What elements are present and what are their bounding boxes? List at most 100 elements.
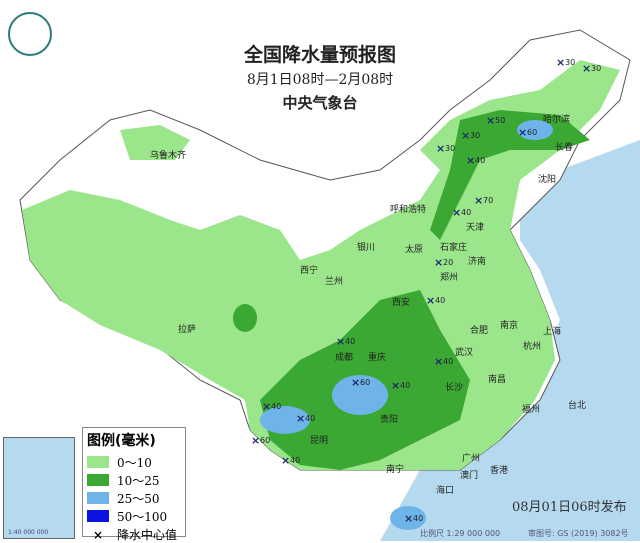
legend: 图例(毫米) 0～10 10～25 25～50 50～100 × 降水中心值 <box>82 427 186 542</box>
cross-icon: × <box>582 62 591 75</box>
city-label: 拉萨 <box>178 323 196 335</box>
cross-icon: × <box>281 454 290 467</box>
center-value: 30 <box>565 58 575 67</box>
precipitation-center: × 60 <box>518 126 537 139</box>
cross-icon: × <box>296 412 305 425</box>
precipitation-center: × 40 <box>404 512 423 525</box>
precipitation-center: × 40 <box>466 154 485 167</box>
scale-note: 比例尺 1:29 000 000 <box>420 529 501 538</box>
precipitation-center: × 40 <box>296 412 315 425</box>
precipitation-center: × 40 <box>391 379 410 392</box>
legend-item: 0～10 <box>87 453 181 471</box>
precipitation-center: × 20 <box>434 256 453 269</box>
center-value: 40 <box>461 208 471 217</box>
cross-icon: × <box>391 379 400 392</box>
city-label: 澳门 <box>460 469 478 481</box>
rain-25-50-yn <box>260 406 310 434</box>
city-label: 长春 <box>555 141 573 153</box>
city-label: 石家庄 <box>440 241 467 253</box>
precipitation-center: × 40 <box>336 335 355 348</box>
precipitation-center: × 40 <box>281 454 300 467</box>
city-label: 昆明 <box>310 435 328 446</box>
center-value: 40 <box>435 296 445 305</box>
city-label: 哈尔滨 <box>543 113 570 125</box>
precipitation-center: × 50 <box>486 114 505 127</box>
precipitation-center: × 60 <box>351 376 370 389</box>
legend-item: × 降水中心值 <box>87 525 181 543</box>
city-label: 长沙 <box>445 381 463 393</box>
cross-icon: × <box>262 400 271 413</box>
city-label: 杭州 <box>523 340 541 352</box>
city-label: 沈阳 <box>538 173 556 185</box>
center-value: 30 <box>591 64 601 73</box>
city-label: 广州 <box>462 452 480 464</box>
approval-number: 审图号: GS (2019) 3082号 <box>528 529 629 538</box>
city-label: 重庆 <box>368 351 386 363</box>
cross-icon: × <box>518 126 527 139</box>
cross-icon: × <box>434 355 443 368</box>
precipitation-center: × 30 <box>582 62 601 75</box>
cross-icon: × <box>404 512 413 525</box>
city-label: 福州 <box>522 403 540 415</box>
center-value: 40 <box>345 337 355 346</box>
cross-icon: × <box>92 528 104 542</box>
center-value: 50 <box>495 116 505 125</box>
center-value: 30 <box>470 131 480 140</box>
cross-icon: × <box>474 194 483 207</box>
city-label: 合肥 <box>470 324 488 336</box>
cross-icon: × <box>351 376 360 389</box>
city-label: 西安 <box>392 296 410 308</box>
city-label: 南昌 <box>488 373 506 385</box>
cross-icon: × <box>452 206 461 219</box>
rain-25-50-hn <box>390 506 426 530</box>
sea <box>380 140 640 541</box>
center-value: 40 <box>305 414 315 423</box>
cross-icon: × <box>486 114 495 127</box>
rain-25-50-ne <box>517 120 553 140</box>
cma-logo <box>8 12 52 56</box>
city-label: 成都 <box>335 351 353 363</box>
cross-icon: × <box>426 294 435 307</box>
center-value: 70 <box>483 196 493 205</box>
city-label: 乌鲁木齐 <box>150 149 186 161</box>
legend-title: 图例(毫米) <box>87 433 156 449</box>
city-label: 西宁 <box>300 264 318 276</box>
center-value: 60 <box>360 378 370 387</box>
precipitation-center: × 60 <box>251 434 270 447</box>
cross-icon: × <box>461 129 470 142</box>
center-value: 60 <box>260 436 270 445</box>
south-china-sea-inset: 1:40 000 000 <box>3 437 75 539</box>
center-value: 20 <box>443 258 453 267</box>
legend-item: 50～100 <box>87 507 181 525</box>
legend-item: 10～25 <box>87 471 181 489</box>
rain-10-25-ne <box>430 110 590 240</box>
precipitation-center: × 40 <box>262 400 281 413</box>
center-value: 40 <box>400 381 410 390</box>
precipitation-center: × 30 <box>556 56 575 69</box>
precipitation-center: × 30 <box>461 129 480 142</box>
rain-25-50-sw <box>332 375 388 415</box>
center-value: 40 <box>290 456 300 465</box>
center-value: 30 <box>445 144 455 153</box>
city-label: 南京 <box>500 319 518 331</box>
cross-icon: × <box>436 142 445 155</box>
inset-scale: 1:40 000 000 <box>8 529 49 536</box>
rain-0-10-north <box>120 125 190 160</box>
city-label: 天津 <box>466 222 484 233</box>
center-value: 60 <box>527 128 537 137</box>
precipitation-center: × 40 <box>452 206 471 219</box>
city-label: 郑州 <box>440 271 458 283</box>
city-label: 太原 <box>405 243 423 255</box>
issue-time: 08月01日06时发布 <box>512 500 627 515</box>
precipitation-center: × 30 <box>436 142 455 155</box>
city-label: 呼和浩特 <box>390 203 426 215</box>
city-label: 海口 <box>436 484 454 496</box>
city-label: 济南 <box>468 255 486 267</box>
city-label: 贵阳 <box>380 413 398 425</box>
city-label: 台北 <box>568 399 586 411</box>
center-value: 40 <box>475 156 485 165</box>
rain-10-25-patch <box>233 304 257 332</box>
cross-icon: × <box>434 256 443 269</box>
city-label: 兰州 <box>325 275 343 287</box>
legend-item: 25～50 <box>87 489 181 507</box>
